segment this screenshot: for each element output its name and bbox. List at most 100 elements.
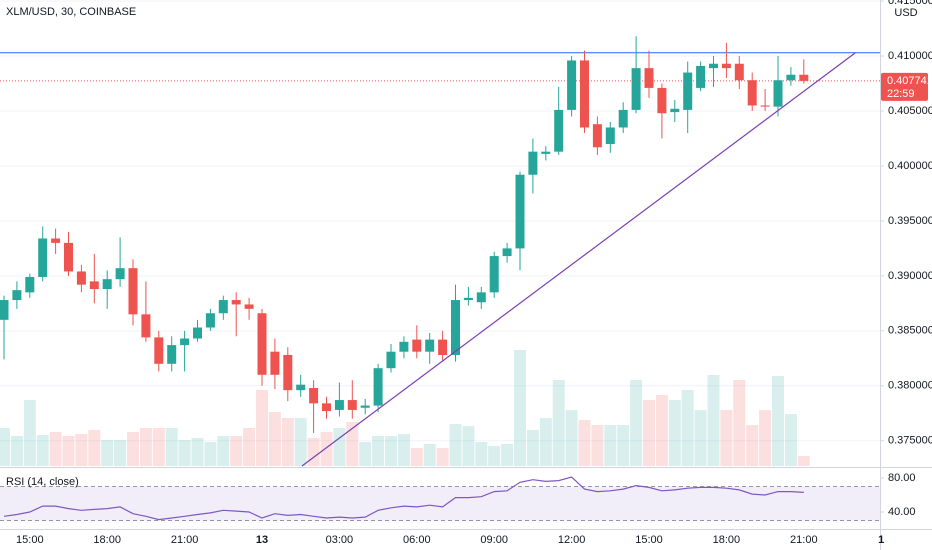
x-tick-label: 15:00 [16, 534, 44, 546]
volume-bar [655, 395, 668, 466]
volume-bar [243, 428, 256, 466]
x-tick-label: 18:00 [713, 534, 741, 546]
volume-bar [307, 438, 320, 466]
y-tick-label: 0.405000 [888, 105, 932, 117]
candle-body [102, 279, 112, 290]
volume-bar [475, 442, 488, 466]
volume-bar [256, 390, 268, 466]
volume-bar [797, 456, 810, 466]
rsi-band [0, 486, 880, 521]
volume-bar [204, 442, 217, 466]
volume-bar [268, 412, 281, 466]
volume-bar [139, 428, 152, 466]
volume-bar [462, 426, 475, 466]
candle-body [683, 72, 693, 110]
candle-body [193, 327, 202, 339]
volume-bar [62, 436, 75, 466]
y-tick-label: 0.415000 [888, 0, 932, 7]
candle-body [154, 337, 164, 364]
x-tick-label: 21:00 [171, 534, 199, 546]
y-tick-label: 0.385000 [888, 325, 932, 337]
chart-title: XLM/USD, 30, COINBASE [6, 6, 136, 18]
candle-body [12, 290, 22, 301]
y-tick-label: 0.375000 [888, 435, 932, 447]
candle-body [489, 256, 499, 293]
candle-body [296, 384, 306, 391]
volume-bar [165, 428, 178, 466]
candle-body [270, 351, 280, 375]
candle-body [605, 127, 615, 144]
volume-bar [488, 446, 501, 466]
volume-bar [746, 425, 759, 466]
volume-bar [191, 438, 204, 466]
y-tick-label: 0.410000 [888, 50, 932, 62]
x-tick-label: 1 [878, 534, 884, 546]
volume-bar [578, 420, 591, 466]
volume-bar [501, 444, 514, 466]
volume-bar [23, 400, 36, 466]
volume-bar [152, 428, 165, 466]
y-tick-label: 0.400000 [888, 160, 932, 172]
x-tick-label: 09:00 [480, 534, 508, 546]
candle-body [580, 60, 589, 128]
volume-bar [114, 440, 127, 466]
candle-body [747, 80, 757, 106]
candle-body [347, 400, 357, 410]
candle-body [360, 405, 370, 408]
candle-body [670, 108, 680, 113]
volume-bar [88, 430, 101, 466]
y-tick-label: 0.395000 [888, 215, 932, 227]
candle-body [476, 292, 486, 303]
candle-body [373, 368, 383, 406]
candle-body [38, 238, 48, 277]
y-tick-label: 0.390000 [888, 270, 932, 282]
volume-bar [784, 414, 797, 466]
volume-bar [565, 410, 578, 466]
candle-body [231, 300, 241, 305]
candle-body [141, 314, 151, 338]
x-tick-label: 06:00 [403, 534, 431, 546]
rsi-line [3, 476, 804, 521]
candle-body [760, 105, 770, 107]
candle-body [0, 300, 9, 320]
candle-body [567, 60, 577, 110]
candle-body [515, 174, 525, 249]
candle-body [709, 63, 718, 69]
volume-bar [643, 400, 655, 466]
countdown-label: 22:59 [887, 88, 915, 100]
indicator-title: RSI (14, close) [6, 476, 79, 488]
candle-body [631, 68, 641, 110]
volume-bar [707, 375, 720, 466]
y-axis-label: USD [894, 7, 917, 19]
volume-bar [372, 436, 385, 466]
volume-bar [604, 425, 617, 466]
volume-bar [759, 410, 772, 466]
x-tick-label: 12:00 [558, 534, 586, 546]
volume-bar [397, 434, 410, 466]
candle-body [696, 65, 706, 88]
candle-body [451, 300, 460, 355]
candle-body [386, 351, 396, 369]
candle-body [218, 300, 228, 314]
candle-body [257, 313, 267, 375]
volume-bar [591, 425, 604, 466]
volume-bar [230, 436, 243, 466]
candle-body [528, 151, 538, 175]
volume-bar [552, 380, 565, 466]
volume-bar [36, 435, 49, 466]
candle-body [76, 271, 86, 285]
candle-body [205, 313, 215, 328]
volume-bar [720, 410, 733, 466]
volume-bar [281, 418, 294, 466]
volume-bar [514, 350, 526, 466]
volume-bar [410, 448, 423, 466]
volume-bar [294, 418, 307, 466]
x-tick-label: 03:00 [326, 534, 354, 546]
candle-body [657, 87, 667, 114]
candle-body [463, 297, 473, 301]
x-tick-label: 18:00 [93, 534, 121, 546]
y-tick-label: 40.00 [888, 506, 916, 518]
volume-bar [630, 380, 643, 466]
